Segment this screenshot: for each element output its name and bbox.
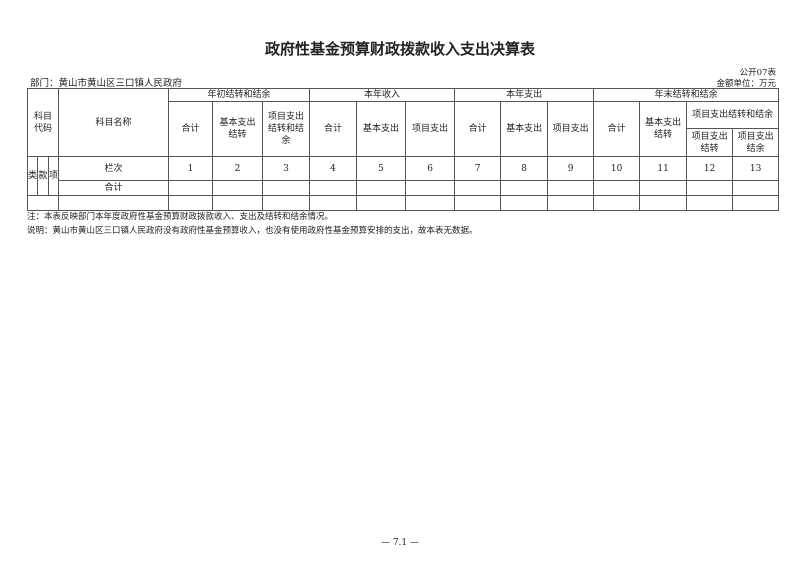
h-g4-total: 合计 — [593, 101, 641, 157]
col-number: 12 — [686, 156, 734, 181]
col-number: 9 — [547, 156, 595, 181]
h-xiang: 项 — [47, 156, 60, 196]
col-number: 8 — [500, 156, 549, 181]
unit: 金额单位：万元 — [716, 79, 776, 89]
header-code: 科目代码 — [26, 88, 60, 157]
row-index-label: 栏次 — [58, 156, 170, 181]
h-g4-proj-carry: 项目支出结转 — [686, 128, 734, 157]
department: 部门：黄山市黄山区三口镇人民政府 — [30, 78, 183, 89]
h-g4-basic: 基本支出结转 — [639, 101, 688, 157]
h-g1-total: 合计 — [168, 101, 214, 157]
header-name: 科目名称 — [58, 88, 170, 157]
h-g3-basic: 基本支出 — [500, 101, 549, 157]
explanation: 说明：黄山市黄山区三口镇人民政府没有政府性基金预算收入，也没有使用政府性基金预算… — [27, 226, 478, 236]
note: 注：本表反映部门本年度政府性基金预算财政拨款收入、支出及结转和结余情况。 — [27, 212, 334, 222]
h-g2-total: 合计 — [309, 101, 358, 157]
table-number: 公开07表 — [739, 68, 776, 78]
h-g4-proj-bal: 项目支出结余 — [732, 128, 780, 157]
col-number: 5 — [356, 156, 407, 181]
h-g2-basic: 基本支出 — [356, 101, 407, 157]
col-number: 13 — [732, 156, 780, 181]
total-label: 合计 — [58, 180, 170, 196]
table-row-index: 类 款 项 栏次 1 2 3 4 5 6 7 8 9 10 11 12 13 — [27, 156, 780, 196]
table-row-total: 合计 — [28, 180, 780, 196]
header-g4: 年末结转和结余 — [593, 88, 780, 102]
page-title: 政府性基金预算财政拨款收入支出决算表 — [264, 40, 535, 58]
h-g4-proj: 项目支出结转和结余 — [686, 101, 780, 129]
col-number: 1 — [168, 156, 214, 181]
col-number: 2 — [212, 156, 264, 181]
table-info: 公开07表 金额单位：万元 — [716, 68, 776, 90]
h-g1-proj: 项目支出结转和结余 — [262, 101, 311, 157]
h-lei: 类 — [27, 156, 38, 196]
header-g2: 本年收入 — [309, 88, 456, 102]
header-g3: 本年支出 — [454, 88, 595, 102]
h-g3-total: 合计 — [454, 101, 502, 157]
budget-table: 科目代码 科目名称 年初结转和结余 本年收入 本年支出 年末结转和结余 合计 基… — [26, 88, 780, 211]
col-number: 7 — [454, 156, 502, 181]
col-number: 6 — [405, 156, 456, 181]
col-number: 3 — [262, 156, 311, 181]
header-g1: 年初结转和结余 — [168, 88, 311, 102]
h-kuan: 款 — [37, 156, 49, 196]
page-number: — 7.1 — — [380, 538, 420, 548]
col-number: 11 — [639, 156, 688, 181]
col-number: 4 — [309, 156, 358, 181]
h-g3-proj: 项目支出 — [547, 101, 595, 157]
h-g1-basic: 基本支出结转 — [212, 101, 264, 157]
h-g2-proj: 项目支出 — [405, 101, 456, 157]
col-number: 10 — [593, 156, 641, 181]
table-row-empty — [26, 195, 780, 211]
